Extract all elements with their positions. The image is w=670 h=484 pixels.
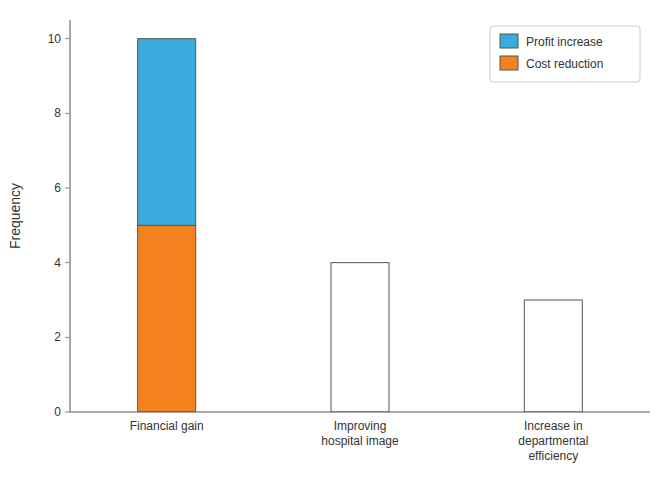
y-tick bbox=[65, 188, 70, 189]
legend: Profit increase Cost reduction bbox=[490, 26, 640, 82]
y-axis-label: Frequency bbox=[7, 183, 23, 249]
bar bbox=[524, 300, 582, 412]
y-tick-label: 2 bbox=[54, 330, 61, 344]
legend-box bbox=[490, 26, 640, 82]
chart: 0 2 4 6 8 10 Financial gain Improvinghospital i… bbox=[0, 0, 670, 484]
x-tick-label: Increase indepartmentalefficiency bbox=[518, 419, 588, 463]
y-tick bbox=[65, 113, 70, 114]
legend-label: Profit increase bbox=[526, 35, 603, 49]
y-axis: 0 2 4 6 8 10 bbox=[48, 32, 70, 419]
y-tick bbox=[65, 38, 70, 39]
bars bbox=[138, 39, 583, 412]
bar bbox=[138, 39, 196, 226]
x-axis-line bbox=[70, 412, 650, 413]
x-tick-label: Financial gain bbox=[130, 419, 204, 433]
y-tick bbox=[65, 262, 70, 263]
y-tick bbox=[65, 412, 70, 413]
bar bbox=[138, 225, 196, 412]
legend-label: Cost reduction bbox=[526, 57, 603, 71]
bar bbox=[138, 38, 196, 39]
bar bbox=[331, 263, 389, 412]
y-tick-label: 6 bbox=[54, 181, 61, 195]
y-tick-label: 8 bbox=[54, 106, 61, 120]
y-tick bbox=[65, 337, 70, 338]
legend-swatch bbox=[500, 34, 518, 48]
x-tick-label: Improvinghospital image bbox=[321, 419, 399, 448]
legend-swatch bbox=[500, 56, 518, 70]
y-tick-label: 0 bbox=[54, 405, 61, 419]
chart-container: 0 2 4 6 8 10 Financial gain Improvinghospital i… bbox=[0, 0, 670, 484]
y-axis-line bbox=[70, 20, 71, 412]
y-tick-label: 10 bbox=[48, 32, 62, 46]
y-tick-label: 4 bbox=[54, 256, 61, 270]
x-axis: Financial gain Improvinghospital image Inc… bbox=[130, 419, 589, 463]
